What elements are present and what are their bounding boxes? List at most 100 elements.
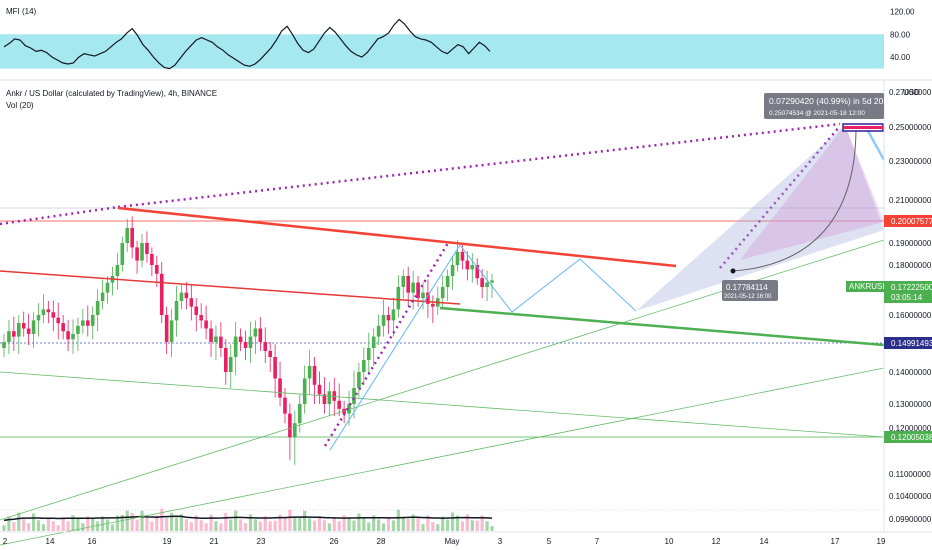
volume-bar-83 (411, 514, 415, 531)
price-tick-2: 0.23000000 (889, 157, 932, 166)
measure-label-box (764, 93, 884, 119)
volume-bar-65 (322, 520, 327, 531)
candle-body-5 (26, 328, 31, 334)
candle-body-97 (480, 278, 484, 287)
price-ticks: 0.27000000 0.25000000 0.23000000 0.21000000… (889, 88, 932, 524)
volume-bar-27 (135, 519, 139, 531)
mfi-tick-0: 120.00 (890, 7, 915, 16)
volume-bar-21 (105, 519, 110, 531)
volume-bar-91 (450, 512, 455, 531)
candle-body-64 (317, 384, 322, 395)
candle-body-55 (273, 357, 277, 379)
volume-bar-9 (46, 518, 50, 531)
volume-bar-7 (36, 520, 41, 531)
volume-bar-0 (2, 525, 6, 531)
volume-bar-25 (125, 510, 129, 531)
volume-bar-35 (174, 517, 179, 531)
mfi-line (3, 18, 491, 70)
candle-body-42 (209, 328, 213, 342)
candle-body-70 (347, 404, 351, 414)
volume-bar-73 (362, 518, 366, 531)
volume-bar-59 (293, 517, 297, 531)
candle-body-28 (140, 243, 144, 261)
candle-body-87 (431, 303, 435, 307)
time-ticks: 2 14 16 19 21 23 26 28 May 3 5 7 10 12 14 17 19 (3, 537, 886, 546)
time-tick-11: 7 (595, 537, 600, 546)
volume-ma-line (3, 515, 493, 522)
price-tick-14: 0.09900000 (889, 515, 932, 524)
candle-body-56 (278, 378, 282, 398)
volume-bar-45 (224, 512, 228, 531)
candles (2, 216, 494, 465)
volume-bar-42 (209, 514, 213, 531)
candle-body-73 (362, 360, 366, 372)
volume-bar-74 (367, 522, 371, 531)
time-tick-14: 14 (760, 537, 769, 546)
candle-body-50 (248, 336, 253, 348)
volume-bar-63 (312, 520, 317, 531)
volume-bar-90 (446, 519, 450, 531)
candle-body-89 (440, 287, 445, 299)
volume-bar-30 (150, 521, 154, 531)
candle-body-82 (406, 276, 411, 293)
volume-bar-23 (115, 515, 119, 531)
volume-bar-50 (248, 514, 253, 531)
candle-body-59 (293, 423, 297, 438)
candle-body-18 (90, 315, 95, 326)
volume-bar-22 (110, 524, 115, 531)
volume-bar-31 (155, 515, 159, 531)
candle-body-81 (401, 276, 406, 287)
volume-bar-86 (426, 515, 430, 531)
volume-bar-52 (258, 521, 262, 531)
measure-label[interactable]: 0.07290420 (40.99%) in 5d 20h 0.25074534… (764, 93, 888, 119)
volume-bar-11 (56, 525, 60, 531)
candle-body-8 (41, 309, 46, 315)
candle-body-78 (386, 315, 391, 321)
candle-body-43 (214, 336, 218, 342)
candle-body-65 (322, 394, 327, 404)
volume-bar-96 (475, 520, 479, 531)
price-axis[interactable]: 0.27000000 0.25000000 0.23000000 0.21000000… (846, 80, 932, 532)
candle-body-48 (238, 336, 243, 342)
volume-bar-60 (298, 517, 302, 531)
volume-bar-68 (337, 521, 341, 531)
volume-bar-58 (288, 509, 292, 531)
purple-dotted-rise (323, 242, 450, 447)
time-axis[interactable]: 2 14 16 19 21 23 26 28 May 3 5 7 10 12 14 17 19 (0, 531, 932, 546)
candle-body-49 (243, 342, 248, 348)
volume-bar-82 (406, 518, 410, 531)
support-badge-text: 0.14991493 (891, 339, 932, 348)
support-badge (884, 337, 932, 349)
candle-body-23 (115, 265, 120, 276)
projection-point[interactable] (730, 268, 736, 274)
candle-body-52 (258, 328, 263, 342)
candle-body-44 (219, 336, 223, 348)
candle-body-54 (268, 351, 272, 357)
candle-body-37 (184, 292, 189, 299)
volume-bar-38 (189, 522, 193, 531)
red-trendline-lower (0, 270, 461, 305)
volume-bar-12 (61, 517, 65, 531)
volume-bar-19 (96, 521, 100, 531)
candle-body-34 (169, 320, 174, 342)
volume-bar-53 (263, 516, 267, 531)
volume-bar-40 (199, 520, 203, 531)
projection-fan-inner (740, 125, 884, 260)
support-trendline (439, 306, 885, 347)
candle-body-6 (31, 320, 36, 334)
candle-body-7 (36, 315, 41, 321)
volume-bar-80 (396, 509, 400, 531)
candle-body-9 (46, 309, 51, 313)
point-label[interactable]: 0.17784114 2021-05-12 16:00 (722, 280, 778, 301)
time-tick-0: 2 (3, 537, 8, 546)
candle-body-92 (455, 251, 460, 265)
mfi-axis: 120.00 80.00 40.00 (890, 7, 915, 62)
price-tick-12: 0.11000000 (889, 470, 931, 479)
symbol-badge (846, 281, 884, 292)
volume-bar-33 (165, 518, 169, 531)
volume-bar-62 (308, 518, 312, 531)
time-tick-12: 10 (665, 537, 674, 546)
volume-bar-3 (17, 512, 21, 531)
current-price-badge (884, 281, 932, 303)
